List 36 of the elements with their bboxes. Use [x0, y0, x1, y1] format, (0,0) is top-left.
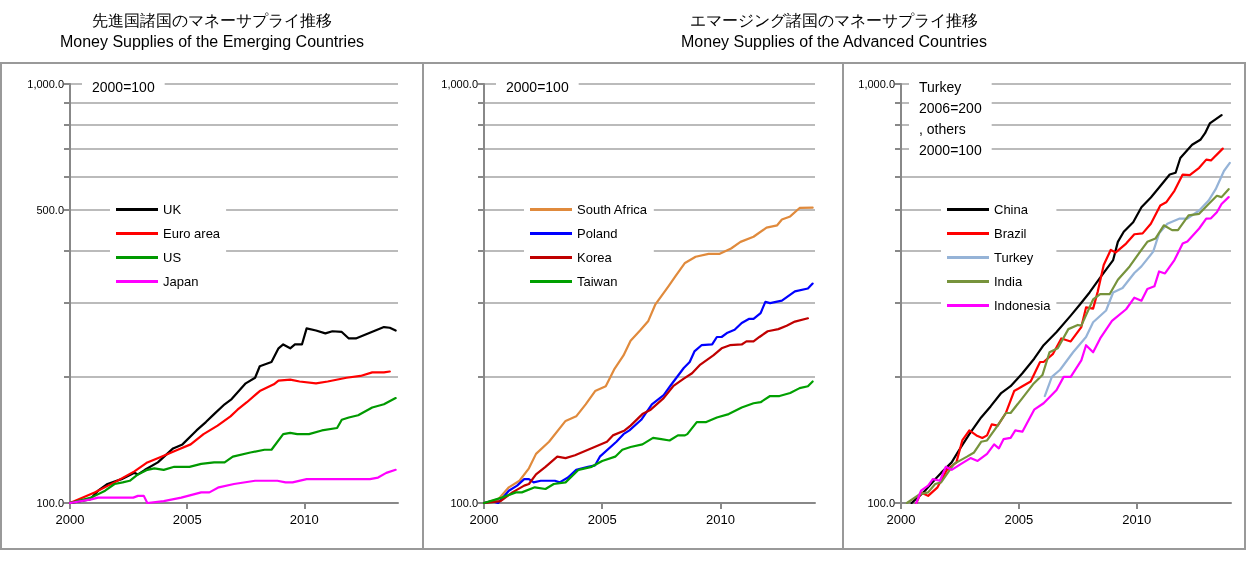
y-tick-label: 1,000.0: [27, 78, 64, 90]
x-tick-label: 2005: [1004, 512, 1034, 527]
legend-label: Japan: [163, 274, 199, 289]
chart-subtitle: Money Supplies of the Emerging Countries: [58, 32, 366, 52]
x-tick-label: 2000: [55, 512, 85, 527]
legend-label: China: [994, 202, 1029, 217]
x-tick-label: 2000: [886, 512, 916, 527]
x-tick-label: 2010: [1122, 512, 1152, 527]
x-tick-label: 2010: [289, 512, 319, 527]
annotation: Turkey 2006=200 , others 2000=100: [919, 78, 982, 158]
legend-label: Taiwan: [577, 274, 618, 289]
legend-label: US: [163, 250, 182, 265]
x-tick-label: 2000: [469, 512, 499, 527]
x-tick-label: 2005: [587, 512, 617, 527]
y-tick-label: 500.0: [36, 204, 64, 217]
legend-label: India: [994, 274, 1023, 289]
chart-title: エマージング諸国のマネーサプライ推移: [689, 10, 979, 31]
y-tick-label: 100.0: [867, 497, 895, 509]
legend-label: South Africa: [577, 202, 648, 217]
annotation: 2000=100: [506, 78, 569, 95]
chart-title: 先進国諸国のマネーサプライ推移: [91, 10, 333, 31]
legend-label: Turkey: [994, 250, 1034, 265]
y-tick-label: 1,000.0: [858, 78, 895, 90]
legend-label: Euro area: [163, 226, 221, 241]
legend-label: UK: [163, 202, 182, 217]
x-tick-label: 2005: [172, 512, 202, 527]
annotation: 2000=100: [92, 78, 155, 95]
y-tick-label: 1,000.0: [441, 78, 478, 90]
chart-subtitle: Money Supplies of the Advanced Countries: [680, 32, 988, 52]
y-tick-label: 100.0: [450, 497, 478, 509]
legend-label: Indonesia: [994, 298, 1052, 313]
legend-label: Poland: [577, 226, 618, 241]
y-tick-label: 100.0: [36, 497, 64, 509]
legend-label: Korea: [577, 250, 613, 265]
x-tick-label: 2010: [705, 512, 735, 527]
legend-label: Brazil: [994, 226, 1027, 241]
